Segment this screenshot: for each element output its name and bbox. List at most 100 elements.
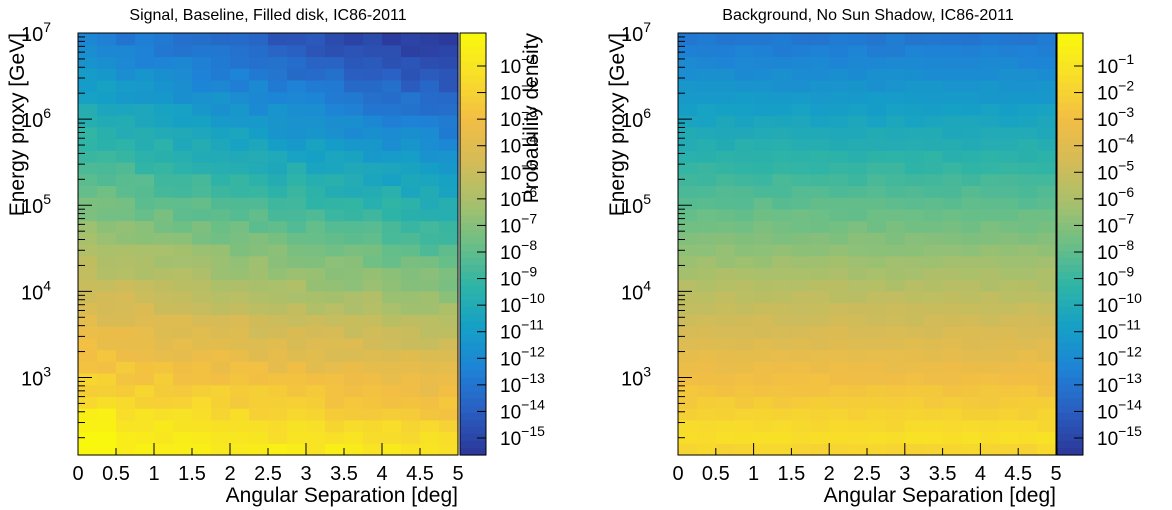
heatmap-cell [678,255,698,269]
heatmap-cell [154,220,174,233]
heatmap-cell [942,419,963,433]
colorbar-swatch [460,229,486,238]
heatmap-cell [306,33,326,46]
heatmap-cell [135,302,155,315]
heatmap-cell [961,326,981,339]
heatmap-cell [173,267,193,280]
heatmap-cell [885,115,906,128]
colorbar-swatch [460,398,486,407]
heatmap-cell [999,372,1019,386]
heatmap-cell [439,419,459,433]
heatmap-cell [923,44,944,58]
heatmap-cell [772,197,792,210]
heatmap-cell [363,384,383,397]
heatmap-cell [696,279,717,292]
heatmap-cell [382,244,402,257]
heatmap-cell [344,220,364,233]
heatmap-cell [249,314,269,327]
heatmap-cell [211,396,231,409]
heatmap-cell [249,56,269,69]
heatmap-cell [810,173,830,186]
heatmap-cell [192,337,212,351]
heatmap-cell [173,68,193,81]
heatmap-cell [211,384,231,397]
heatmap-cell [97,115,117,128]
heatmap-cell [1018,349,1038,362]
heatmap-cell [715,408,736,421]
heatmap-cell [999,208,1019,222]
heatmap-cell [135,314,155,327]
heatmap-cell [363,91,383,104]
heatmap-cell [734,138,755,151]
heatmap-cell [173,408,193,421]
heatmap-cell [772,361,792,374]
heatmap-cell [173,56,193,69]
heatmap-cell [287,126,307,140]
heatmap-cell [904,44,925,58]
heatmap-cell [249,349,269,362]
heatmap-cell [287,33,307,46]
heatmap-cell [268,150,288,163]
heatmap-cell [999,244,1019,257]
heatmap-cell [78,408,98,421]
heatmap-cell [249,173,269,186]
heatmap-cell [135,103,155,116]
heatmap-cell [439,384,459,397]
heatmap-cell [173,150,193,163]
heatmap-cell [904,161,925,175]
heatmap-cell [867,173,887,186]
heatmap-cell [1018,314,1038,327]
heatmap-cell [867,103,887,116]
heatmap-cell [325,361,345,374]
heatmap-cell [848,361,868,374]
heatmap-cell [885,372,906,386]
heatmap-cell [230,290,250,304]
heatmap-cell [904,197,925,210]
heatmap-cell [97,408,117,421]
heatmap-cell [696,290,717,304]
heatmap-cell [78,267,98,280]
heatmap-cell [420,220,440,233]
heatmap-cell [173,185,193,198]
heatmap-cell [173,115,193,128]
heatmap-cell [135,431,155,444]
heatmap-cell [306,349,326,362]
heatmap-cell [734,349,755,362]
heatmap-cell [344,56,364,69]
heatmap-cell [268,384,288,397]
heatmap-cell [268,267,288,280]
colorbar-swatch [460,131,486,140]
heatmap-cell [382,384,402,397]
colorbar-swatch [460,293,486,301]
heatmap-cell [363,408,383,421]
colorbar-swatch [1057,426,1083,435]
heatmap-cell [344,115,364,128]
heatmap-cell [867,326,887,339]
heatmap-cell [942,91,963,104]
heatmap-cell [401,138,421,151]
colorbar-swatch [1057,384,1083,393]
heatmap-cell [1037,91,1057,104]
heatmap-cell [363,279,383,292]
heatmap-cell [848,314,868,327]
heatmap-cell [287,68,307,81]
heatmap-cell [401,326,421,339]
colorbar-swatch [1057,258,1083,266]
signal-panel: Signal, Baseline, Filled disk, IC86-2011… [6,7,545,507]
heatmap-cell [439,361,459,374]
heatmap-cell [885,185,906,198]
heatmap-cell [173,396,193,409]
heatmap-cell [135,267,155,280]
colorbar-swatch [460,117,486,126]
colorbar-tick-label: 10−9 [500,264,537,291]
heatmap-cell [97,150,117,163]
heatmap-cell [211,267,231,280]
heatmap-cell [78,372,98,386]
heatmap-cell [116,408,136,421]
heatmap-cell [211,326,231,339]
heatmap-cell [696,326,717,339]
heatmap-cell [885,173,906,186]
heatmap-cell [439,431,459,444]
colorbar-tick-label: 10−6 [1097,184,1134,211]
